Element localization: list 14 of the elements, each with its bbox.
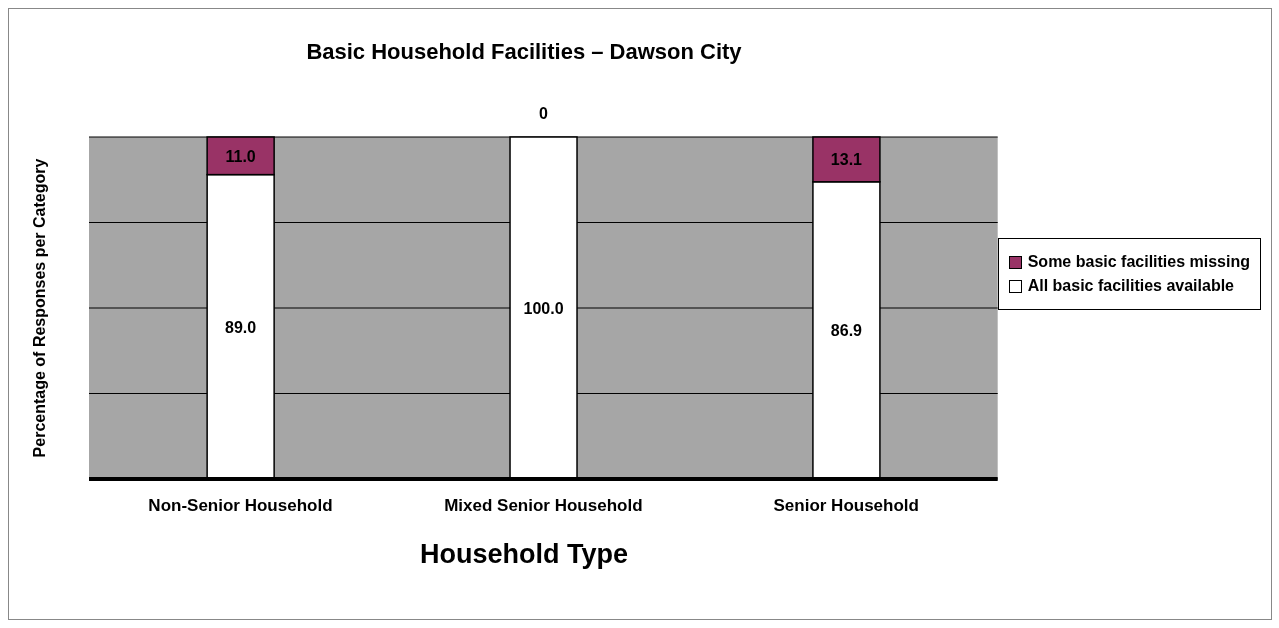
x-tick-label: Mixed Senior Household (444, 496, 643, 516)
chart-title: Basic Household Facilities – Dawson City (305, 39, 743, 65)
data-label: 86.9 (830, 322, 863, 340)
data-label: 100.0 (523, 300, 564, 317)
x-axis-title: Household Type (419, 539, 629, 570)
data-label: 11.0 (225, 147, 256, 165)
y-axis-title: Percentage of Responses per Category (30, 158, 48, 458)
data-label: 13.1 (830, 151, 863, 169)
x-tick-label: Senior Household (773, 496, 919, 516)
legend-label: Some basic facilities missing (1027, 253, 1250, 271)
data-label: 0 (539, 105, 549, 122)
data-label: 89.0 (225, 318, 257, 336)
legend-label: All basic facilities available (1027, 277, 1235, 295)
x-tick-label: Non-Senior Household (148, 496, 333, 516)
